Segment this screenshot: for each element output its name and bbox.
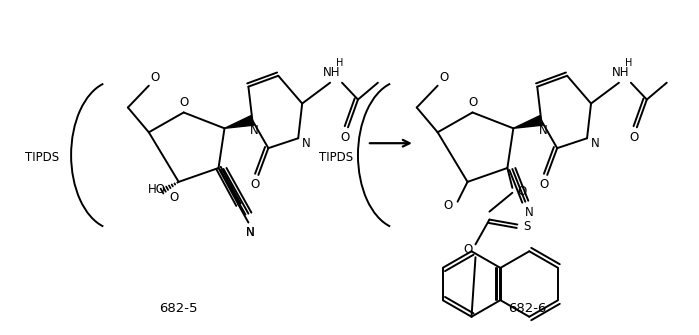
Text: 682-5: 682-5 xyxy=(159,302,198,315)
Text: TIPDS: TIPDS xyxy=(319,151,353,163)
Text: O: O xyxy=(439,71,448,84)
Text: N: N xyxy=(250,124,259,137)
Polygon shape xyxy=(224,116,254,128)
Text: N: N xyxy=(246,226,254,239)
Text: N: N xyxy=(246,226,254,239)
Text: O: O xyxy=(540,178,549,191)
Text: NH: NH xyxy=(324,66,341,79)
Text: O: O xyxy=(251,178,260,191)
Text: N: N xyxy=(591,137,600,150)
Text: O: O xyxy=(443,199,452,212)
Text: N: N xyxy=(525,206,533,219)
Text: HO: HO xyxy=(147,183,166,196)
Text: S: S xyxy=(524,220,531,233)
Text: N: N xyxy=(302,137,310,150)
Text: O: O xyxy=(150,71,159,84)
Text: O: O xyxy=(169,191,178,204)
Text: 682-6: 682-6 xyxy=(508,302,547,315)
Text: O: O xyxy=(340,131,350,144)
Text: N: N xyxy=(539,124,547,137)
Text: O: O xyxy=(179,96,188,109)
Text: O: O xyxy=(629,131,638,144)
Text: H: H xyxy=(336,58,344,68)
Text: H: H xyxy=(625,58,633,68)
Text: O: O xyxy=(518,185,527,198)
Text: O: O xyxy=(468,96,477,109)
Text: NH: NH xyxy=(612,66,630,79)
Text: O: O xyxy=(463,243,472,256)
Text: TIPDS: TIPDS xyxy=(25,151,59,163)
Polygon shape xyxy=(513,116,542,128)
